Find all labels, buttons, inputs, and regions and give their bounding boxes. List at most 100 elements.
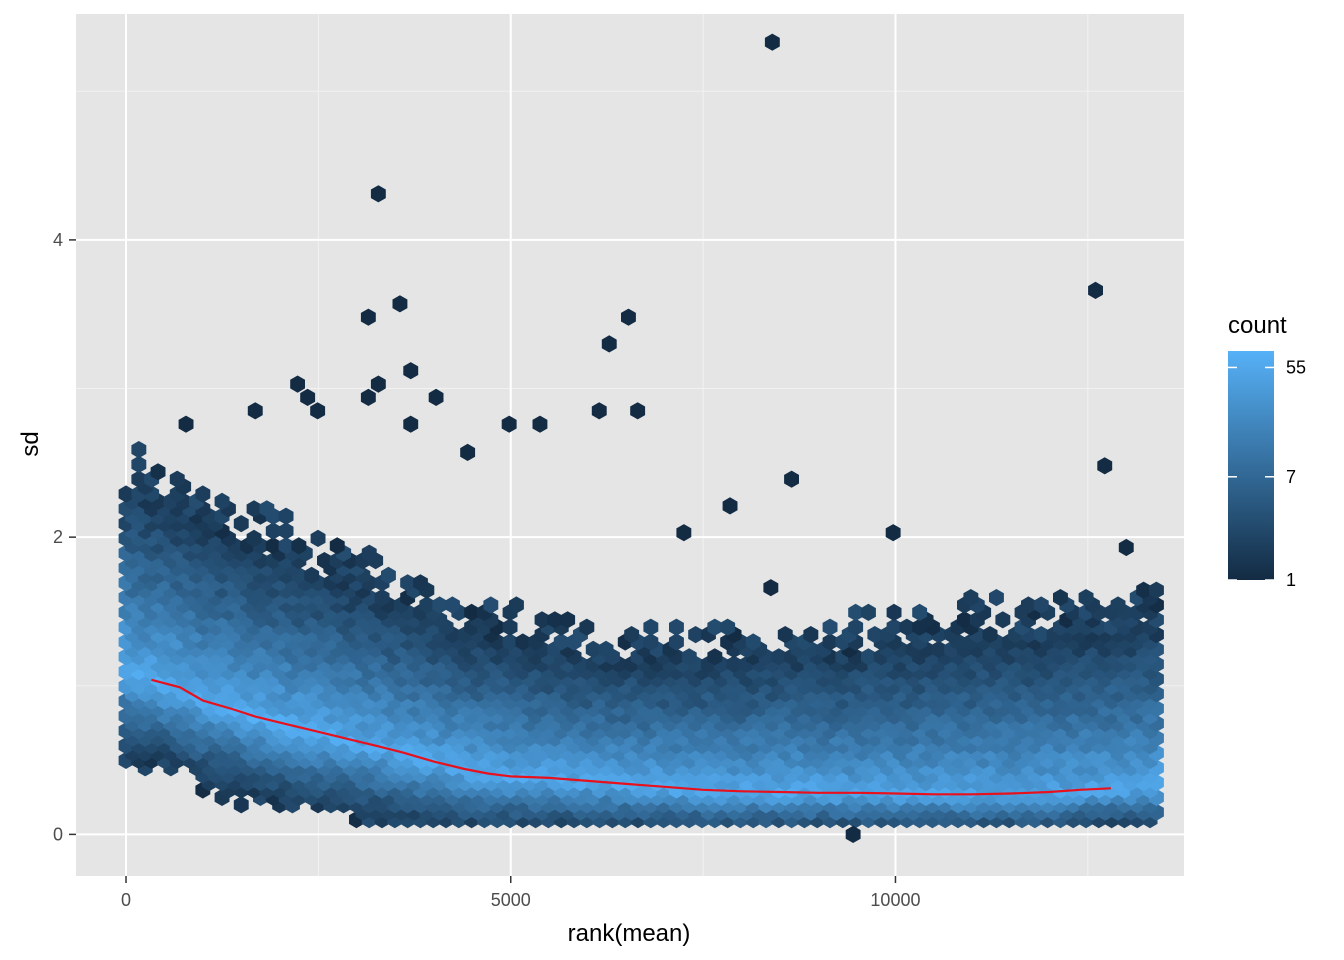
hex-cell-outlier — [845, 825, 861, 843]
hex-cell-outlier — [621, 308, 636, 326]
hex-cell — [278, 507, 294, 525]
hex-cell-outlier — [178, 415, 194, 433]
hex-cell — [1149, 581, 1164, 599]
hex-cell — [432, 596, 448, 614]
hex-cell — [310, 529, 326, 547]
hex-cell — [745, 633, 761, 651]
hex-cell — [707, 648, 723, 666]
y-tick-label: 2 — [53, 527, 63, 547]
hex-cell — [419, 596, 435, 614]
hex-cell-outlier — [601, 335, 617, 353]
hex-cell — [246, 529, 262, 547]
hex-cell-outlier — [501, 415, 517, 433]
legend-title: count — [1228, 312, 1287, 339]
hex-cell — [598, 640, 614, 658]
hex-cell — [707, 618, 723, 636]
hex-cell — [131, 470, 147, 488]
hex-cell-outlier — [885, 524, 901, 542]
hex-cell-outlier — [1088, 281, 1103, 299]
hex-cell — [886, 618, 902, 636]
hex-cell — [822, 618, 838, 636]
legend-label: 1 — [1286, 570, 1296, 590]
hex-cell — [233, 796, 249, 814]
hex-cell — [688, 626, 704, 644]
hex-cell — [259, 500, 275, 518]
hex-cell — [464, 603, 480, 621]
hex-cell — [278, 537, 294, 555]
hex-cell — [1033, 596, 1049, 614]
hex-cell — [624, 626, 640, 644]
hex-cell — [771, 648, 787, 666]
hex-cell-outlier — [591, 402, 607, 420]
hex-cell — [899, 618, 915, 636]
hex-cell — [509, 596, 524, 614]
hex-cell — [1033, 626, 1049, 644]
hex-cell — [861, 648, 876, 666]
hex-cell — [1078, 589, 1094, 607]
x-axis-title: rank(mean) — [568, 920, 691, 947]
hex-cell — [329, 537, 345, 555]
hex-cell — [361, 544, 377, 562]
hex-cell-outlier — [630, 402, 646, 420]
hex-cell — [912, 603, 928, 621]
hex-cell — [131, 441, 147, 459]
hex-cell-outlier — [247, 402, 263, 420]
hexbin-cells — [118, 33, 1164, 843]
x-tick-label: 5000 — [491, 890, 531, 910]
hex-cell — [848, 603, 864, 621]
hex-cell — [317, 552, 332, 570]
hex-cell — [304, 566, 320, 584]
hex-cell — [534, 611, 550, 629]
hex-cell — [547, 611, 563, 629]
hex-cell — [400, 574, 416, 592]
hex-cell — [118, 485, 134, 503]
legend-colorbar — [1228, 351, 1274, 580]
hex-cell — [931, 640, 947, 658]
hex-cell-outlier — [428, 388, 444, 406]
hex-cell-outlier — [1118, 538, 1134, 557]
hex-cell — [848, 618, 864, 636]
y-axis: 0 2 4 — [53, 230, 76, 844]
hex-cell — [957, 611, 972, 629]
hex-cell-outlier — [764, 33, 780, 51]
hex-cell — [861, 603, 876, 621]
hex-cell — [515, 633, 531, 651]
hex-cell — [502, 633, 518, 651]
hex-cell-outlier — [722, 497, 738, 515]
hex-cell — [777, 626, 793, 644]
hex-cell-outlier — [403, 362, 419, 380]
hex-cell — [643, 633, 659, 651]
hex-cell — [886, 603, 902, 621]
hex-cell — [233, 515, 249, 533]
x-axis: 0 5000 10000 — [121, 876, 920, 910]
hex-cell — [265, 522, 281, 540]
hex-cell — [374, 589, 390, 607]
hex-cell — [982, 626, 998, 644]
hex-cell — [291, 537, 307, 555]
hex-cell — [867, 626, 883, 644]
hex-cell — [246, 500, 262, 518]
hex-cell-outlier — [360, 308, 376, 326]
hex-cell-outlier — [1097, 457, 1113, 475]
hex-cell-outlier — [784, 470, 799, 488]
hex-cell — [381, 566, 396, 584]
y-tick-label: 0 — [53, 824, 63, 844]
hex-cell-outlier — [676, 524, 692, 542]
y-tick-label: 4 — [53, 230, 63, 250]
legend-label: 7 — [1286, 467, 1296, 487]
hex-cell — [502, 618, 518, 636]
legend-label: 55 — [1286, 357, 1306, 377]
hex-cell — [995, 611, 1011, 629]
hex-cell — [720, 618, 736, 636]
hex-cell — [681, 648, 697, 666]
hex-cell — [445, 596, 460, 614]
hex-cell — [585, 640, 601, 658]
hex-cell — [278, 522, 294, 540]
hex-cell — [579, 618, 595, 636]
x-tick-label: 0 — [121, 890, 131, 910]
hex-cell — [150, 463, 166, 481]
hex-cell — [963, 589, 979, 607]
hex-cell-outlier — [460, 443, 476, 461]
